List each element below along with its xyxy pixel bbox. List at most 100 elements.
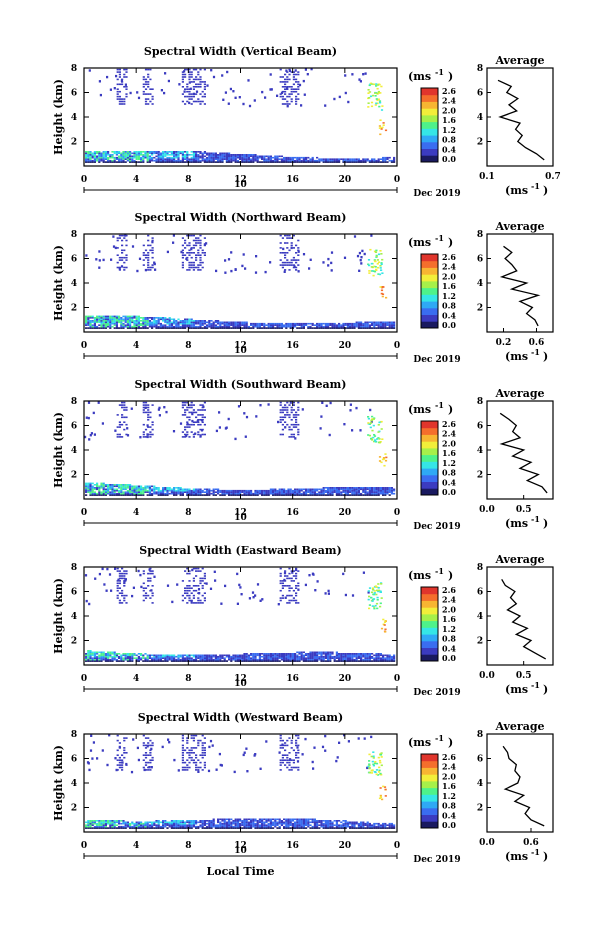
- heatmap-cell: [103, 322, 105, 324]
- heatmap-cell: [182, 822, 184, 824]
- heatmap-cell: [147, 414, 149, 416]
- heatmap-cell: [241, 322, 243, 324]
- heatmap-cell: [351, 326, 353, 328]
- heatmap-cell: [125, 154, 127, 156]
- heatmap-cell: [191, 157, 193, 159]
- heatmap-cell: [246, 324, 248, 326]
- heatmap-cell: [224, 827, 226, 829]
- heatmap-cell: [224, 259, 226, 261]
- heatmap-cell: [95, 258, 97, 260]
- heatmap-cell: [285, 160, 287, 162]
- heatmap-cell: [195, 657, 197, 659]
- colorbar-segment: [421, 261, 438, 268]
- heatmap-cell: [121, 80, 123, 82]
- heatmap-cell: [241, 827, 243, 829]
- heatmap-cell: [206, 827, 208, 829]
- heatmap-cell: [312, 323, 314, 325]
- heatmap-cell: [286, 402, 288, 404]
- heatmap-cell: [241, 820, 243, 822]
- heatmap-cell: [160, 161, 162, 163]
- heatmap-cell: [378, 491, 380, 493]
- heatmap-cell: [194, 433, 196, 435]
- heatmap-cell: [364, 161, 366, 163]
- heatmap-cell: [197, 156, 199, 158]
- heatmap-cell: [204, 655, 206, 657]
- heatmap-cell: [384, 491, 386, 493]
- heatmap-cell: [375, 605, 377, 607]
- heatmap-cell: [166, 493, 168, 495]
- heatmap-cell: [193, 820, 195, 822]
- heatmap-cell: [171, 827, 173, 829]
- average-y-tick-label: 8: [477, 397, 483, 407]
- heatmap-cell: [282, 81, 284, 83]
- heatmap-cell: [160, 324, 162, 326]
- heatmap-cell: [393, 660, 395, 662]
- heatmap-cell: [177, 319, 179, 321]
- heatmap-cell: [391, 322, 393, 324]
- heatmap-cell: [94, 326, 96, 328]
- heatmap-cell: [105, 653, 107, 655]
- heatmap-cell: [152, 573, 154, 575]
- heatmap-cell: [280, 575, 282, 577]
- heatmap-cell: [263, 490, 265, 492]
- heatmap-cell: [210, 158, 212, 160]
- heatmap-cell: [208, 822, 210, 824]
- heatmap-cell: [221, 153, 223, 155]
- heatmap-cell: [291, 86, 293, 88]
- heatmap-cell: [261, 660, 263, 662]
- heatmap-cell: [117, 96, 119, 98]
- heatmap-cell: [230, 323, 232, 325]
- heatmap-cell: [96, 326, 98, 328]
- heatmap-cell: [171, 490, 173, 492]
- heatmap-cell: [114, 484, 116, 486]
- heatmap-cell: [96, 653, 98, 655]
- heatmap-cell: [241, 490, 243, 492]
- heatmap-cell: [380, 659, 382, 661]
- heatmap-cell: [297, 88, 299, 90]
- heatmap-cell: [295, 412, 297, 414]
- heatmap-cell: [94, 653, 96, 655]
- heatmap-cell: [138, 327, 140, 329]
- heatmap-cell: [193, 69, 195, 71]
- average-y-tick-label: 8: [477, 230, 483, 240]
- heatmap-cell: [243, 660, 245, 662]
- heatmap-cell: [367, 491, 369, 493]
- heatmap-cell: [87, 827, 89, 829]
- heatmap-cell: [371, 324, 373, 326]
- heatmap-cell: [191, 262, 193, 264]
- heatmap-cell: [149, 491, 151, 493]
- heatmap-cell: [129, 493, 131, 495]
- heatmap-cell: [117, 93, 119, 95]
- heatmap-cell: [88, 417, 90, 419]
- heatmap-cell: [282, 264, 284, 266]
- heatmap-cell: [99, 573, 101, 575]
- heatmap-cell: [140, 827, 142, 829]
- heatmap-cell: [204, 657, 206, 659]
- heatmap-cell: [202, 578, 204, 580]
- heatmap-cell: [188, 254, 190, 256]
- heatmap-cell: [208, 320, 210, 322]
- heatmap-cell: [116, 659, 118, 661]
- heatmap-cell: [142, 827, 144, 829]
- heatmap-cell: [199, 491, 201, 493]
- heatmap-cell: [96, 160, 98, 162]
- average-profile-line: [502, 246, 538, 326]
- heatmap-cell: [364, 659, 366, 661]
- heatmap-cell: [127, 486, 129, 488]
- heatmap-cell: [293, 414, 295, 416]
- heatmap-cell: [184, 597, 186, 599]
- heatmap-cell: [131, 823, 133, 825]
- heatmap-cell: [353, 653, 355, 655]
- heatmap-cell: [331, 491, 333, 493]
- heatmap-cell: [145, 250, 147, 252]
- heatmap-cell: [375, 490, 377, 492]
- heatmap-cell: [358, 655, 360, 657]
- heatmap-cell: [285, 493, 287, 495]
- heatmap-cell: [213, 489, 215, 491]
- heatmap-cell: [100, 320, 102, 322]
- heatmap-cell: [265, 491, 267, 493]
- heatmap-cell: [268, 653, 270, 655]
- heatmap-cell: [297, 240, 299, 242]
- heatmap-cell: [226, 655, 228, 657]
